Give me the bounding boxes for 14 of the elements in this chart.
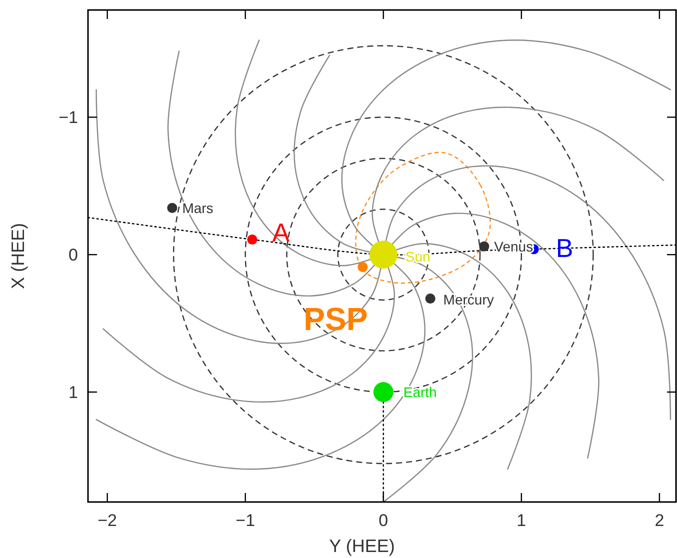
x-tick-label: 2: [654, 511, 664, 530]
y-tick-label: 1: [68, 383, 78, 402]
x-tick-label: 1: [516, 511, 526, 530]
annotation: B: [556, 233, 574, 264]
annotation: Earth: [403, 384, 437, 400]
x-tick-label: −2: [98, 511, 118, 530]
annotation: PSP: [304, 300, 368, 337]
x-axis-title: Y (HEE): [329, 536, 395, 556]
y-tick-label: 0: [68, 246, 78, 265]
annotation: A: [272, 218, 290, 248]
x-tick-label: 0: [378, 511, 388, 530]
y-tick-label: −1: [58, 108, 78, 128]
y-axis-title: X (HEE): [8, 222, 28, 290]
x-tick-label: −1: [236, 511, 256, 530]
